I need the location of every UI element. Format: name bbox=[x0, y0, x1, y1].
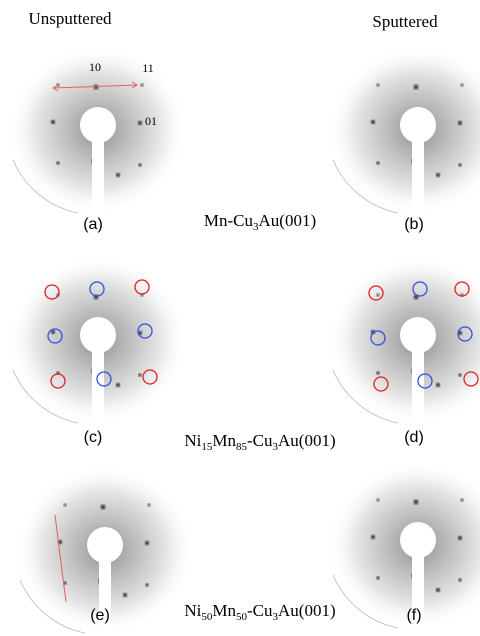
diffraction-spot bbox=[376, 371, 379, 374]
electron-gun bbox=[400, 522, 436, 558]
formula-text: Au(001) bbox=[259, 211, 317, 230]
diffraction-spot bbox=[458, 536, 462, 540]
diffraction-spot bbox=[138, 163, 141, 166]
formula-subscript: 15 bbox=[201, 441, 213, 453]
electron-gun bbox=[80, 107, 116, 143]
formula-text: Mn-Cu bbox=[204, 211, 254, 230]
material-formula: Mn-Cu3Au(001) bbox=[204, 211, 316, 233]
formula-text: Ni bbox=[184, 601, 201, 620]
diffraction-spot bbox=[371, 120, 375, 124]
diffraction-spot bbox=[51, 120, 55, 124]
formula-text: -Cu bbox=[247, 601, 273, 620]
formula-subscript: 85 bbox=[236, 441, 248, 453]
panel-label: (f) bbox=[406, 607, 421, 624]
electron-gun bbox=[80, 317, 116, 353]
diffraction-spot bbox=[116, 383, 120, 387]
diffraction-spot bbox=[116, 173, 120, 177]
formula-text: Au(001) bbox=[278, 601, 336, 620]
formula-subscript: 50 bbox=[201, 611, 213, 623]
index-label: 11 bbox=[142, 61, 154, 75]
diffraction-spot bbox=[56, 161, 59, 164]
diffraction-spot bbox=[145, 541, 149, 545]
formula-text: -Cu bbox=[247, 431, 273, 450]
header-left: Unsputtered bbox=[28, 9, 112, 28]
diffraction-spot bbox=[101, 505, 105, 509]
diffraction-spot bbox=[461, 84, 464, 87]
diffraction-spot bbox=[123, 593, 127, 597]
diffraction-spot bbox=[414, 500, 418, 504]
panel-label: (e) bbox=[90, 607, 110, 624]
index-label: 01 bbox=[145, 114, 157, 128]
electron-gun bbox=[400, 107, 436, 143]
panel-label: (d) bbox=[404, 429, 424, 446]
diffraction-spot bbox=[145, 583, 148, 586]
formula-text: Mn bbox=[212, 431, 236, 450]
panel-label: (c) bbox=[84, 429, 103, 446]
diffraction-spot bbox=[138, 373, 141, 376]
diffraction-spot bbox=[371, 535, 375, 539]
diffraction-spot bbox=[458, 163, 461, 166]
leed-pattern bbox=[8, 255, 188, 425]
diffraction-spot bbox=[436, 383, 440, 387]
figure: Unsputtered Sputtered 10 11 01 (a)(b)Mn-… bbox=[0, 0, 480, 636]
diffraction-spot bbox=[461, 499, 464, 502]
diffraction-spot bbox=[141, 84, 144, 87]
formula-text: Ni bbox=[184, 431, 201, 450]
diffraction-spot bbox=[138, 121, 142, 125]
diffraction-spot bbox=[376, 161, 379, 164]
formula-text: Mn bbox=[212, 601, 236, 620]
diffraction-spot bbox=[458, 121, 462, 125]
diffraction-spot bbox=[414, 85, 418, 89]
diffraction-spot bbox=[148, 504, 151, 507]
diffraction-spot bbox=[376, 576, 379, 579]
diffraction-spot bbox=[377, 499, 380, 502]
header-right: Sputtered bbox=[372, 12, 438, 31]
electron-gun bbox=[87, 527, 123, 563]
index-label: 10 bbox=[89, 60, 101, 74]
diffraction-spot bbox=[377, 84, 380, 87]
diffraction-spot bbox=[458, 578, 461, 581]
diffraction-spot bbox=[436, 173, 440, 177]
panel-label: (a) bbox=[83, 216, 103, 233]
diffraction-spot bbox=[377, 294, 380, 297]
formula-text: Au(001) bbox=[278, 431, 336, 450]
electron-gun bbox=[400, 317, 436, 353]
diffraction-spot bbox=[458, 373, 461, 376]
diffraction-spot bbox=[436, 588, 440, 592]
panel-label: (b) bbox=[404, 216, 424, 233]
formula-subscript: 50 bbox=[236, 611, 248, 623]
diffraction-spot bbox=[64, 504, 67, 507]
